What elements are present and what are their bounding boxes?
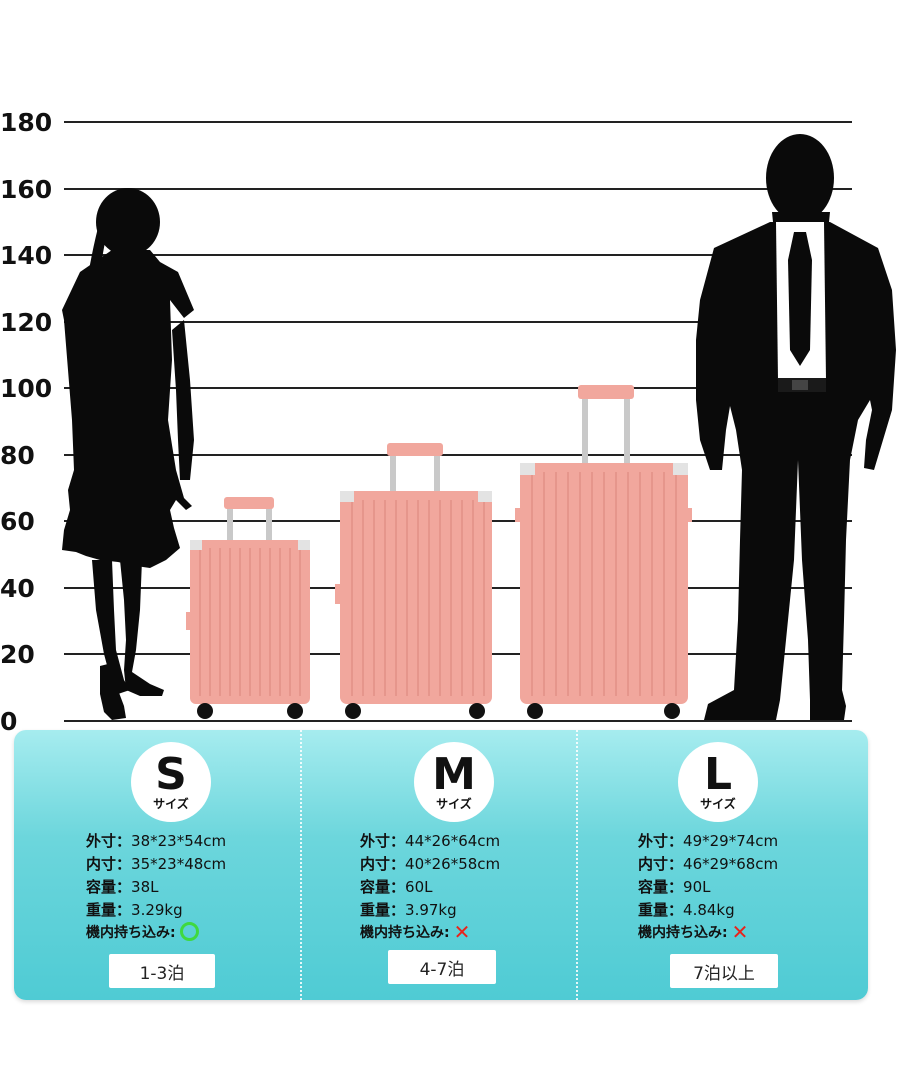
spec-label: 重量 xyxy=(360,901,391,919)
spec-label: 重量 xyxy=(86,901,117,919)
grid-line-120 xyxy=(64,321,852,323)
spec-value: 4.84kg xyxy=(683,901,735,919)
spec-value: 35*23*48cm xyxy=(131,855,227,873)
spec-value: 38L xyxy=(131,878,159,896)
spec-outer: 外寸：44*26*64cm xyxy=(360,832,501,850)
spec-inner: 内寸：40*26*58cm xyxy=(360,855,501,873)
size-letter: S xyxy=(155,749,187,800)
spec-capacity: 容量：60L xyxy=(360,878,433,896)
tick-label-100: 100 xyxy=(0,374,53,403)
spec-weight: 重量：3.29kg xyxy=(86,901,183,919)
spec-label: 外寸 xyxy=(360,832,391,850)
spec-carry-on: 機内持ち込み: ✕ xyxy=(638,922,778,946)
spec-label: 内寸 xyxy=(360,855,391,873)
spec-value: 46*29*68cm xyxy=(683,855,779,873)
spec-carry-on: 機内持ち込み: xyxy=(86,922,226,946)
spec-inner: 内寸：35*23*48cm xyxy=(86,855,227,873)
nights-label: 4-7泊 xyxy=(388,950,496,984)
grid-line-100 xyxy=(64,387,852,389)
spec-list: 外寸：38*23*54cm 内寸：35*23*48cm 容量：38L 重量：3.… xyxy=(86,830,226,946)
column-divider xyxy=(576,730,578,1000)
spec-list: 外寸：44*26*64cm 内寸：40*26*58cm 容量：60L 重量：3.… xyxy=(360,830,500,946)
green-circle-icon xyxy=(179,922,199,941)
suitcase-m xyxy=(335,443,492,719)
spec-value: 3.29kg xyxy=(131,901,183,919)
tick-label-0: 0 xyxy=(0,707,18,736)
tick-label-20: 20 xyxy=(0,640,35,669)
column-divider xyxy=(300,730,302,1000)
spec-label: 外寸 xyxy=(86,832,117,850)
size-badge-s: S サイズ xyxy=(131,742,211,822)
size-word: サイズ xyxy=(700,797,736,811)
spec-value: 38*23*54cm xyxy=(131,832,227,850)
tick-label-180: 180 xyxy=(0,108,53,137)
spec-label: 容量 xyxy=(360,878,391,896)
spec-inner: 内寸：46*29*68cm xyxy=(638,855,779,873)
spec-value: 90L xyxy=(683,878,711,896)
size-column-m: M サイズ 外寸：44*26*64cm 内寸：40*26*58cm 容量：60L… xyxy=(302,730,576,1000)
size-letter: L xyxy=(703,749,733,800)
spec-value: 40*26*58cm xyxy=(405,855,501,873)
spec-capacity: 容量：38L xyxy=(86,878,159,896)
size-column-l: L サイズ 外寸：49*29*74cm 内寸：46*29*68cm 容量：90L… xyxy=(578,730,868,1000)
size-letter: M xyxy=(432,749,476,800)
suitcase-l xyxy=(515,385,692,719)
size-column-s: S サイズ 外寸：38*23*54cm 内寸：35*23*48cm 容量：38L… xyxy=(14,730,300,1000)
spec-carry-on: 機内持ち込み: ✕ xyxy=(360,922,500,946)
spec-label: 容量 xyxy=(638,878,669,896)
tick-label-160: 160 xyxy=(0,175,53,204)
spec-value: 44*26*64cm xyxy=(405,832,501,850)
spec-capacity: 容量：90L xyxy=(638,878,711,896)
suitcase-s xyxy=(186,497,310,719)
spec-label: 機内持ち込み: xyxy=(86,925,176,941)
grid-line-0 xyxy=(64,720,852,722)
spec-list: 外寸：49*29*74cm 内寸：46*29*68cm 容量：90L 重量：4.… xyxy=(638,830,778,946)
size-badge-l: L サイズ xyxy=(678,742,758,822)
red-cross-icon: ✕ xyxy=(731,920,749,944)
tick-label-60: 60 xyxy=(0,507,35,536)
grid-line-80 xyxy=(64,454,852,456)
spec-outer: 外寸：49*29*74cm xyxy=(638,832,779,850)
spec-label: 重量 xyxy=(638,901,669,919)
spec-label: 容量 xyxy=(86,878,117,896)
grid-line-140 xyxy=(64,254,852,256)
grid-line-160 xyxy=(64,188,852,190)
figures-illustration xyxy=(62,134,896,720)
spec-value: 3.97kg xyxy=(405,901,457,919)
spec-label: 内寸 xyxy=(86,855,117,873)
spec-label: 機内持ち込み: xyxy=(360,925,450,941)
red-cross-icon: ✕ xyxy=(453,920,471,944)
tick-label-80: 80 xyxy=(0,441,35,470)
spec-weight: 重量：3.97kg xyxy=(360,901,457,919)
nights-label: 1-3泊 xyxy=(109,954,215,988)
woman-silhouette-icon xyxy=(62,188,194,720)
spec-weight: 重量：4.84kg xyxy=(638,901,735,919)
nights-label: 7泊以上 xyxy=(670,954,778,988)
tick-label-40: 40 xyxy=(0,574,35,603)
size-word: サイズ xyxy=(436,797,472,811)
spec-label: 機内持ち込み: xyxy=(638,925,728,941)
spec-value: 60L xyxy=(405,878,433,896)
tick-label-140: 140 xyxy=(0,241,53,270)
spec-label: 外寸 xyxy=(638,832,669,850)
size-word: サイズ xyxy=(153,797,189,811)
tick-label-120: 120 xyxy=(0,308,53,337)
size-badge-m: M サイズ xyxy=(414,742,494,822)
size-info-panel: S サイズ 外寸：38*23*54cm 内寸：35*23*48cm 容量：38L… xyxy=(14,730,868,1000)
spec-value: 49*29*74cm xyxy=(683,832,779,850)
spec-label: 内寸 xyxy=(638,855,669,873)
grid-line-180 xyxy=(64,121,852,123)
man-silhouette-icon xyxy=(696,134,896,720)
spec-outer: 外寸：38*23*54cm xyxy=(86,832,227,850)
